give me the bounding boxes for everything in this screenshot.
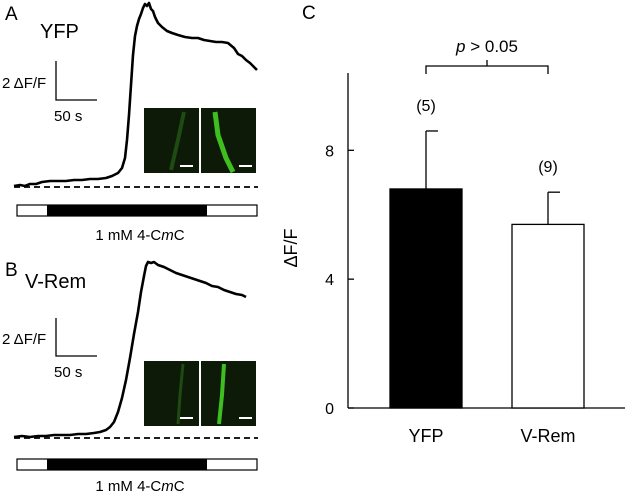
panel-b-scale-bar <box>55 318 97 357</box>
panel-a-inset-before-cell <box>169 111 186 171</box>
significance-bracket <box>425 60 549 74</box>
panel-b-stimulus-label: 1 mM 4-CmC <box>95 478 184 495</box>
panel-a: A YFP 2 ΔF/F 50 s 1 mM 4-CmC <box>2 1 258 244</box>
panel-a-stimulus-label: 1 mM 4-CmC <box>95 227 184 244</box>
panel-a-scale-y-label: 2 ΔF/F <box>2 75 46 92</box>
panel-c: C ΔF/F 0 4 8 (5) YFP (9) V-Rem p > 0.05 <box>281 3 625 446</box>
panel-b-trace <box>13 260 247 439</box>
bar-v-rem <box>511 223 585 409</box>
bar-yfp <box>389 188 463 409</box>
panel-b-inset-images <box>144 361 256 426</box>
bar-chart: ΔF/F 0 4 8 (5) YFP (9) V-Rem p > 0.05 <box>281 37 625 446</box>
panel-a-inset-after-cell <box>212 111 236 174</box>
x-tick-label-v-rem: V-Rem <box>520 426 575 446</box>
x-tick-label-yfp: YFP <box>408 426 443 446</box>
panel-b-inset-before-cell <box>176 363 185 425</box>
panel-b-label: V-Rem <box>25 271 86 293</box>
y-tick-label-4: 4 <box>325 272 334 289</box>
panel-a-trace <box>13 1 258 188</box>
y-tick-label-0: 0 <box>325 401 334 418</box>
n-label-v-rem: (9) <box>538 159 558 176</box>
panel-a-scale-bar <box>55 61 97 101</box>
panel-c-letter: C <box>302 3 316 24</box>
n-label-yfp: (5) <box>416 98 436 115</box>
panel-b-stimulus-bar-fill <box>47 459 207 470</box>
panel-a-inset-images <box>144 108 256 174</box>
panel-b-inset-after <box>201 361 256 426</box>
panel-b-letter: B <box>5 260 18 281</box>
panel-b: B V-Rem 2 ΔF/F 50 s 1 mM 4-CmC <box>2 260 258 495</box>
panel-a-label: YFP <box>40 21 79 43</box>
panel-b-scale-y-label: 2 ΔF/F <box>2 331 46 348</box>
panel-b-inset-before <box>144 361 199 426</box>
panel-b-scale-x-label: 50 s <box>54 364 82 381</box>
panel-a-scale-x-label: 50 s <box>54 108 82 125</box>
chart-marks: 0 4 8 (5) YFP (9) V-Rem p > 0.05 <box>325 37 585 446</box>
significance-label: p > 0.05 <box>455 37 518 56</box>
y-axis-label: ΔF/F <box>281 228 301 267</box>
panel-a-letter: A <box>5 4 18 25</box>
panel-a-stimulus-bar-fill <box>47 205 207 216</box>
panel-b-inset-after-cell <box>217 363 226 425</box>
y-tick-label-8: 8 <box>325 143 334 160</box>
